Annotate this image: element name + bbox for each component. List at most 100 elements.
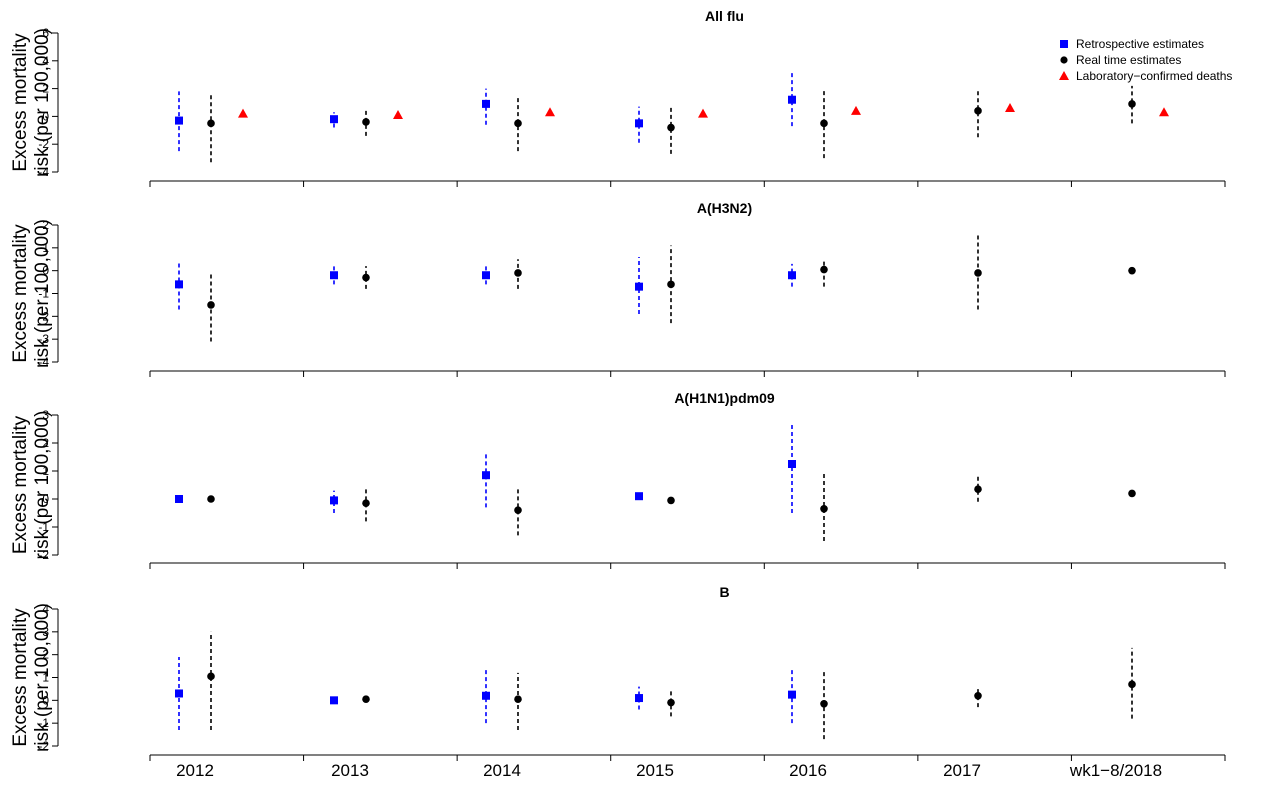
- retrospective-point: [330, 696, 338, 705]
- real-time-point: [667, 698, 675, 707]
- retrospective-point: [788, 95, 796, 104]
- y-tick-label: -2: [38, 548, 49, 562]
- y-axis-label: risk (per 100,000): [32, 219, 53, 368]
- real-time-point: [207, 119, 215, 128]
- lab-confirmed-point: [393, 110, 403, 120]
- y-axis-label: Excess mortality: [10, 33, 31, 172]
- real-time-point: [1128, 100, 1136, 108]
- legend-label: Retrospective estimates: [1076, 37, 1204, 51]
- y-tick-label: -4: [38, 165, 49, 179]
- y-tick-label: -2: [38, 309, 49, 323]
- retrospective-point: [330, 115, 338, 124]
- y-tick-label: 1: [42, 464, 49, 478]
- x-tick-label: 2013: [331, 761, 369, 780]
- retrospective-point: [330, 496, 338, 505]
- y-tick-label: 3: [42, 408, 49, 422]
- real-time-point: [974, 691, 982, 700]
- retrospective-point: [788, 271, 796, 280]
- y-tick-label: 0: [42, 264, 49, 278]
- y-axis-label: Excess mortality: [10, 415, 31, 554]
- real-time-point: [514, 695, 522, 703]
- y-tick-label: 2: [42, 648, 49, 662]
- retrospective-point: [175, 495, 183, 503]
- real-time-point: [362, 499, 370, 508]
- y-tick-label: 2: [42, 82, 49, 96]
- x-tick-label: 2017: [943, 761, 981, 780]
- x-tick-label: 2014: [483, 761, 521, 780]
- y-tick-label: 4: [42, 602, 49, 616]
- y-tick-label: -1: [38, 520, 49, 534]
- real-time-point: [362, 273, 370, 282]
- y-tick-label: -3: [38, 332, 49, 346]
- lab-confirmed-point: [545, 107, 555, 117]
- real-time-point: [1128, 680, 1136, 689]
- retrospective-point: [175, 280, 183, 289]
- legend-circle-marker: [1060, 56, 1068, 64]
- real-time-point: [1128, 489, 1136, 498]
- real-time-point: [362, 695, 370, 703]
- lab-confirmed-point: [851, 105, 861, 115]
- y-tick-label: 4: [42, 54, 49, 68]
- x-tick-label: 2016: [789, 761, 827, 780]
- y-tick-label: -1: [38, 287, 49, 301]
- y-axis-label: risk (per 100,000): [32, 411, 53, 560]
- real-time-point: [514, 269, 522, 277]
- real-time-point: [820, 119, 828, 128]
- real-time-point: [820, 505, 828, 513]
- panel-title: A(H3N2): [697, 200, 752, 216]
- panel-1: All flu -4 -2 0 2 4 6 Excess mortality risk (per…: [10, 8, 1226, 187]
- retrospective-point: [482, 691, 490, 700]
- real-time-point: [974, 269, 982, 277]
- real-time-point: [974, 107, 982, 115]
- panel-title: All flu: [705, 8, 744, 24]
- real-time-point: [514, 119, 522, 128]
- y-axis-label: Excess mortality: [10, 608, 31, 747]
- lab-confirmed-point: [238, 108, 248, 118]
- real-time-point: [820, 699, 828, 708]
- real-time-point: [207, 672, 215, 681]
- y-tick-label: 1: [42, 241, 49, 255]
- retrospective-point: [788, 690, 796, 699]
- retrospective-point: [635, 492, 643, 501]
- real-time-point: [667, 496, 675, 505]
- retrospective-point: [175, 689, 183, 698]
- real-time-point: [1128, 266, 1136, 275]
- legend-label: Laboratory−confirmed deaths: [1076, 69, 1232, 83]
- y-tick-label: 0: [42, 693, 49, 707]
- x-tick-label: 2015: [636, 761, 674, 780]
- retrospective-point: [330, 271, 338, 280]
- retrospective-point: [482, 271, 490, 280]
- y-tick-label: 0: [42, 109, 49, 123]
- legend: Retrospective estimates Real time estimat…: [1059, 37, 1232, 83]
- lab-confirmed-point: [698, 108, 708, 118]
- y-tick-label: -4: [38, 355, 49, 369]
- y-tick-label: -2: [38, 137, 49, 151]
- y-tick-label: 2: [42, 436, 49, 450]
- y-tick-label: 0: [42, 492, 49, 506]
- legend-label: Real time estimates: [1076, 53, 1181, 67]
- real-time-point: [514, 506, 522, 514]
- real-time-point: [974, 485, 982, 494]
- x-tick-label: 2012: [176, 761, 214, 780]
- y-tick-label: 6: [42, 26, 49, 40]
- y-axis-label: risk (per 100,000): [32, 28, 53, 177]
- y-axis-label: risk (per 100,000): [32, 603, 53, 752]
- lab-confirmed-point: [1159, 107, 1169, 117]
- real-time-point: [207, 301, 215, 309]
- x-tick-label: wk1−8/2018: [1069, 761, 1162, 780]
- retrospective-point: [482, 99, 490, 108]
- retrospective-point: [635, 282, 643, 291]
- y-tick-label: -2: [38, 739, 49, 753]
- retrospective-point: [175, 116, 183, 125]
- y-tick-label: 2: [42, 218, 49, 232]
- legend-triangle-marker: [1059, 71, 1069, 80]
- panel-title: A(H1N1)pdm09: [674, 390, 775, 406]
- y-tick-label: -1: [38, 716, 49, 730]
- real-time-point: [207, 495, 215, 503]
- y-tick-label: 3: [42, 625, 49, 639]
